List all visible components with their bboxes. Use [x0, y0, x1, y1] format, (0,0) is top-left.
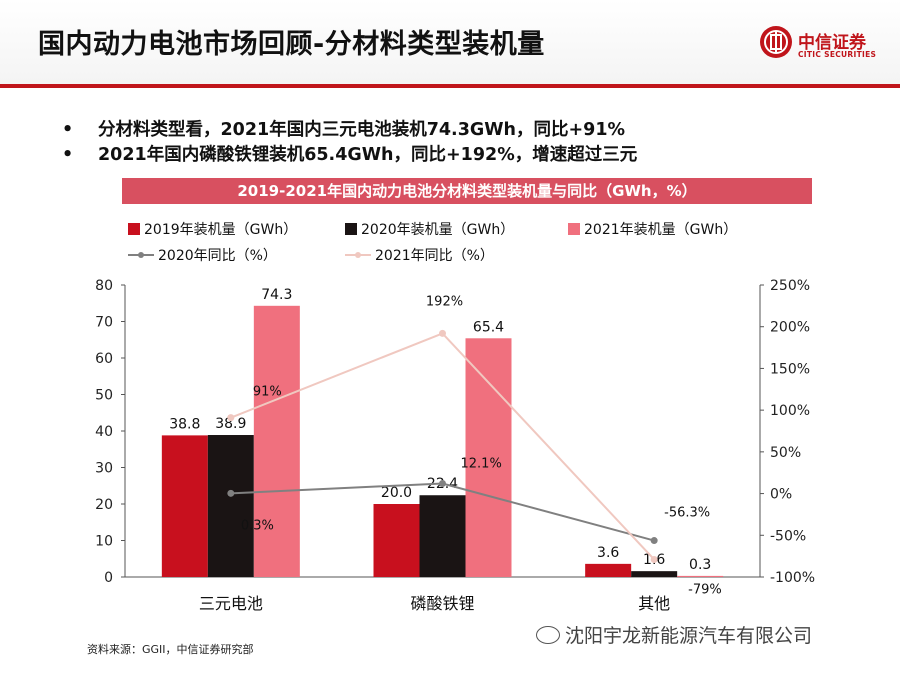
bar-value-label: 20.0	[381, 485, 412, 501]
bar	[161, 435, 208, 577]
line-value-label: -79%	[688, 582, 722, 597]
page-title: 国内动力电池市场回顾-分材料类型装机量	[38, 29, 545, 60]
left-tick-label: 0	[104, 570, 113, 586]
legend-label: 2021年同比（%）	[375, 248, 494, 264]
bullet-dot: •	[62, 145, 74, 165]
left-tick-label: 20	[95, 497, 113, 513]
slide-header: 国内动力电池市场回顾-分材料类型装机量 中信证券 CITIC SECURITIE…	[0, 0, 900, 84]
right-tick-label: 100%	[770, 403, 810, 419]
legend-label: 2021年装机量（GWh）	[584, 222, 737, 238]
right-tick-label: 150%	[770, 361, 810, 377]
brand-logo: 中信证券 CITIC SECURITIES	[760, 26, 890, 66]
bar	[373, 504, 420, 577]
legend-swatch	[128, 223, 140, 235]
bullet-dot: •	[62, 120, 74, 140]
citic-logo-icon	[760, 26, 792, 58]
right-tick-label: 200%	[770, 320, 810, 336]
line-point	[439, 329, 446, 337]
bullet-text: 2021年国内磷酸铁锂装机65.4GWh，同比+192%，增速超过三元	[98, 145, 638, 165]
category-label: 磷酸铁锂	[410, 594, 474, 613]
line-point	[439, 479, 446, 487]
bar	[419, 495, 466, 577]
left-tick-label: 70	[95, 315, 113, 331]
chart-title-banner: 2019-2021年国内动力电池分材料类型装机量与同比（GWh，%）	[122, 178, 812, 204]
bar-value-label: 3.6	[597, 545, 619, 561]
line-point	[227, 489, 235, 497]
category-label: 其他	[638, 594, 670, 613]
bar-value-label: 74.3	[261, 287, 292, 303]
right-tick-label: -50%	[770, 528, 806, 544]
right-tick-label: 0%	[770, 487, 792, 503]
source-note: 资料来源：GGII，中信证券研究部	[87, 643, 254, 656]
bar-value-label: 0.3	[689, 557, 711, 573]
bar	[465, 338, 512, 577]
bar	[585, 563, 632, 577]
right-tick-label: 50%	[770, 445, 801, 461]
bar-value-label: 38.9	[215, 416, 246, 432]
bar-value-label: 38.8	[169, 416, 200, 432]
brand-name-cn: 中信证券	[798, 33, 866, 53]
brand-name-en: CITIC SECURITIES	[798, 50, 877, 59]
bar	[677, 575, 724, 577]
legend-label: 2020年同比（%）	[158, 248, 277, 264]
left-tick-label: 40	[95, 424, 113, 440]
line-point	[650, 537, 658, 545]
bar	[253, 305, 300, 577]
category-label: 三元电池	[199, 594, 263, 613]
line-value-label: 0.3%	[241, 518, 274, 533]
legend-line-marker	[355, 252, 361, 258]
legend-swatch	[345, 223, 357, 235]
bullet-text: 分材料类型看，2021年国内三元电池装机74.3GWh，同比+91%	[98, 120, 626, 140]
left-tick-label: 10	[95, 534, 113, 550]
line-point	[227, 414, 235, 422]
line-value-label: -56.3%	[664, 506, 710, 521]
bar	[631, 571, 678, 577]
bullet-item: • 分材料类型看，2021年国内三元电池装机74.3GWh，同比+91%	[62, 118, 637, 143]
legend-label: 2020年装机量（GWh）	[361, 222, 514, 238]
watermark-text: 沈阳宇龙新能源汽车有限公司	[565, 625, 813, 647]
wechat-icon	[536, 626, 560, 644]
right-tick-label: -100%	[770, 570, 815, 586]
legend-swatch	[568, 223, 580, 235]
bullet-list: • 分材料类型看，2021年国内三元电池装机74.3GWh，同比+91% • 2…	[62, 118, 637, 168]
bar	[207, 435, 254, 577]
legend-line-marker	[138, 252, 144, 258]
header-divider	[0, 84, 900, 88]
right-tick-label: 250%	[770, 278, 810, 294]
bullet-item: • 2021年国内磷酸铁锂装机65.4GWh，同比+192%，增速超过三元	[62, 143, 637, 168]
line-point	[650, 555, 658, 563]
left-tick-label: 50	[95, 388, 113, 404]
line-value-label: 91%	[253, 385, 282, 400]
bar-value-label: 65.4	[473, 319, 504, 335]
legend-label: 2019年装机量（GWh）	[144, 222, 297, 238]
line-value-label: 12.1%	[461, 456, 502, 471]
left-tick-label: 80	[95, 278, 113, 294]
line-value-label: 192%	[426, 294, 463, 309]
left-tick-label: 60	[95, 351, 113, 367]
left-tick-label: 30	[95, 461, 113, 477]
